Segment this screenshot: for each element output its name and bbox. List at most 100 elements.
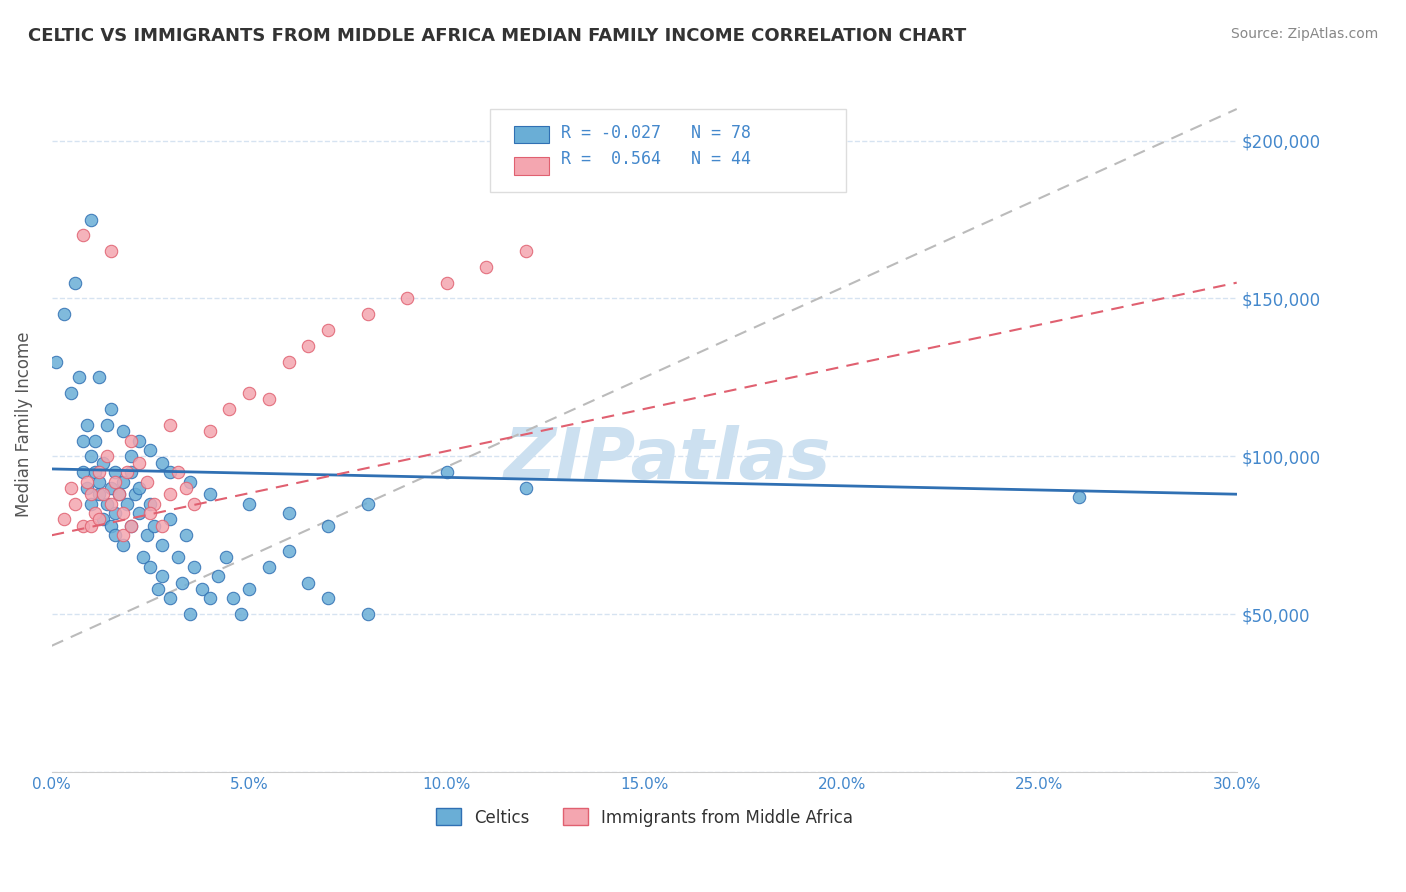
Point — [139, 442, 162, 457]
Point — [128, 456, 150, 470]
Point — [172, 575, 194, 590]
Point — [100, 401, 122, 416]
Point — [52, 307, 75, 321]
Point — [238, 497, 260, 511]
Point — [191, 582, 214, 596]
Point — [45, 354, 67, 368]
Point — [214, 550, 236, 565]
Point — [124, 487, 146, 501]
Point — [148, 582, 170, 596]
Point — [80, 487, 103, 501]
Point — [89, 487, 111, 501]
Point — [150, 569, 173, 583]
Point — [96, 450, 118, 464]
Point — [150, 538, 173, 552]
Point — [179, 607, 201, 622]
Point — [111, 475, 134, 489]
FancyBboxPatch shape — [491, 109, 845, 192]
Point — [100, 244, 122, 258]
Point — [316, 591, 339, 606]
Point — [60, 386, 83, 401]
Point — [89, 512, 111, 526]
Point — [277, 544, 299, 558]
Point — [183, 559, 205, 574]
Point — [475, 260, 498, 274]
Point — [120, 518, 142, 533]
Text: Source: ZipAtlas.com: Source: ZipAtlas.com — [1230, 27, 1378, 41]
Point — [84, 465, 107, 479]
Point — [91, 487, 114, 501]
Y-axis label: Median Family Income: Median Family Income — [15, 332, 32, 517]
Point — [65, 497, 87, 511]
Point — [100, 497, 122, 511]
Point — [104, 475, 127, 489]
Point — [257, 392, 280, 407]
Point — [128, 506, 150, 520]
Point — [65, 276, 87, 290]
Point — [357, 497, 380, 511]
Point — [222, 591, 245, 606]
Point — [67, 370, 90, 384]
Point — [238, 386, 260, 401]
Point — [60, 481, 83, 495]
Point — [80, 450, 103, 464]
Point — [100, 481, 122, 495]
Point — [277, 354, 299, 368]
Point — [115, 465, 138, 479]
Point — [76, 475, 98, 489]
Point — [135, 528, 157, 542]
Point — [167, 550, 190, 565]
Point — [91, 456, 114, 470]
Point — [316, 518, 339, 533]
Point — [198, 487, 221, 501]
Point — [515, 481, 537, 495]
Point — [72, 465, 94, 479]
Point — [167, 465, 190, 479]
Point — [80, 497, 103, 511]
Point — [150, 456, 173, 470]
Point — [159, 417, 181, 432]
Bar — [513, 157, 550, 175]
Point — [111, 528, 134, 542]
Point — [159, 591, 181, 606]
Legend: Celtics, Immigrants from Middle Africa: Celtics, Immigrants from Middle Africa — [429, 802, 859, 833]
Bar — [513, 126, 550, 144]
Point — [76, 481, 98, 495]
Point — [52, 512, 75, 526]
Point — [111, 506, 134, 520]
Point — [135, 475, 157, 489]
Point — [84, 434, 107, 448]
Point — [104, 506, 127, 520]
Point — [96, 497, 118, 511]
Point — [104, 465, 127, 479]
Point — [238, 582, 260, 596]
Point — [91, 512, 114, 526]
Point — [207, 569, 229, 583]
Point — [139, 559, 162, 574]
Point — [218, 401, 240, 416]
Point — [231, 607, 253, 622]
Point — [174, 528, 197, 542]
Point — [111, 538, 134, 552]
Point — [80, 212, 103, 227]
Point — [80, 518, 103, 533]
Point — [436, 465, 458, 479]
Point — [139, 506, 162, 520]
Point — [159, 465, 181, 479]
Point — [150, 518, 173, 533]
Point — [277, 506, 299, 520]
Point — [357, 607, 380, 622]
Point — [108, 487, 131, 501]
Text: R =  0.564   N = 44: R = 0.564 N = 44 — [561, 150, 751, 168]
Point — [1067, 491, 1090, 505]
Point — [89, 465, 111, 479]
Text: ZIPatlas: ZIPatlas — [505, 425, 831, 494]
Point — [143, 497, 166, 511]
Point — [179, 475, 201, 489]
Point — [100, 518, 122, 533]
Point — [84, 506, 107, 520]
Point — [115, 497, 138, 511]
Point — [297, 575, 319, 590]
Point — [257, 559, 280, 574]
Point — [72, 434, 94, 448]
